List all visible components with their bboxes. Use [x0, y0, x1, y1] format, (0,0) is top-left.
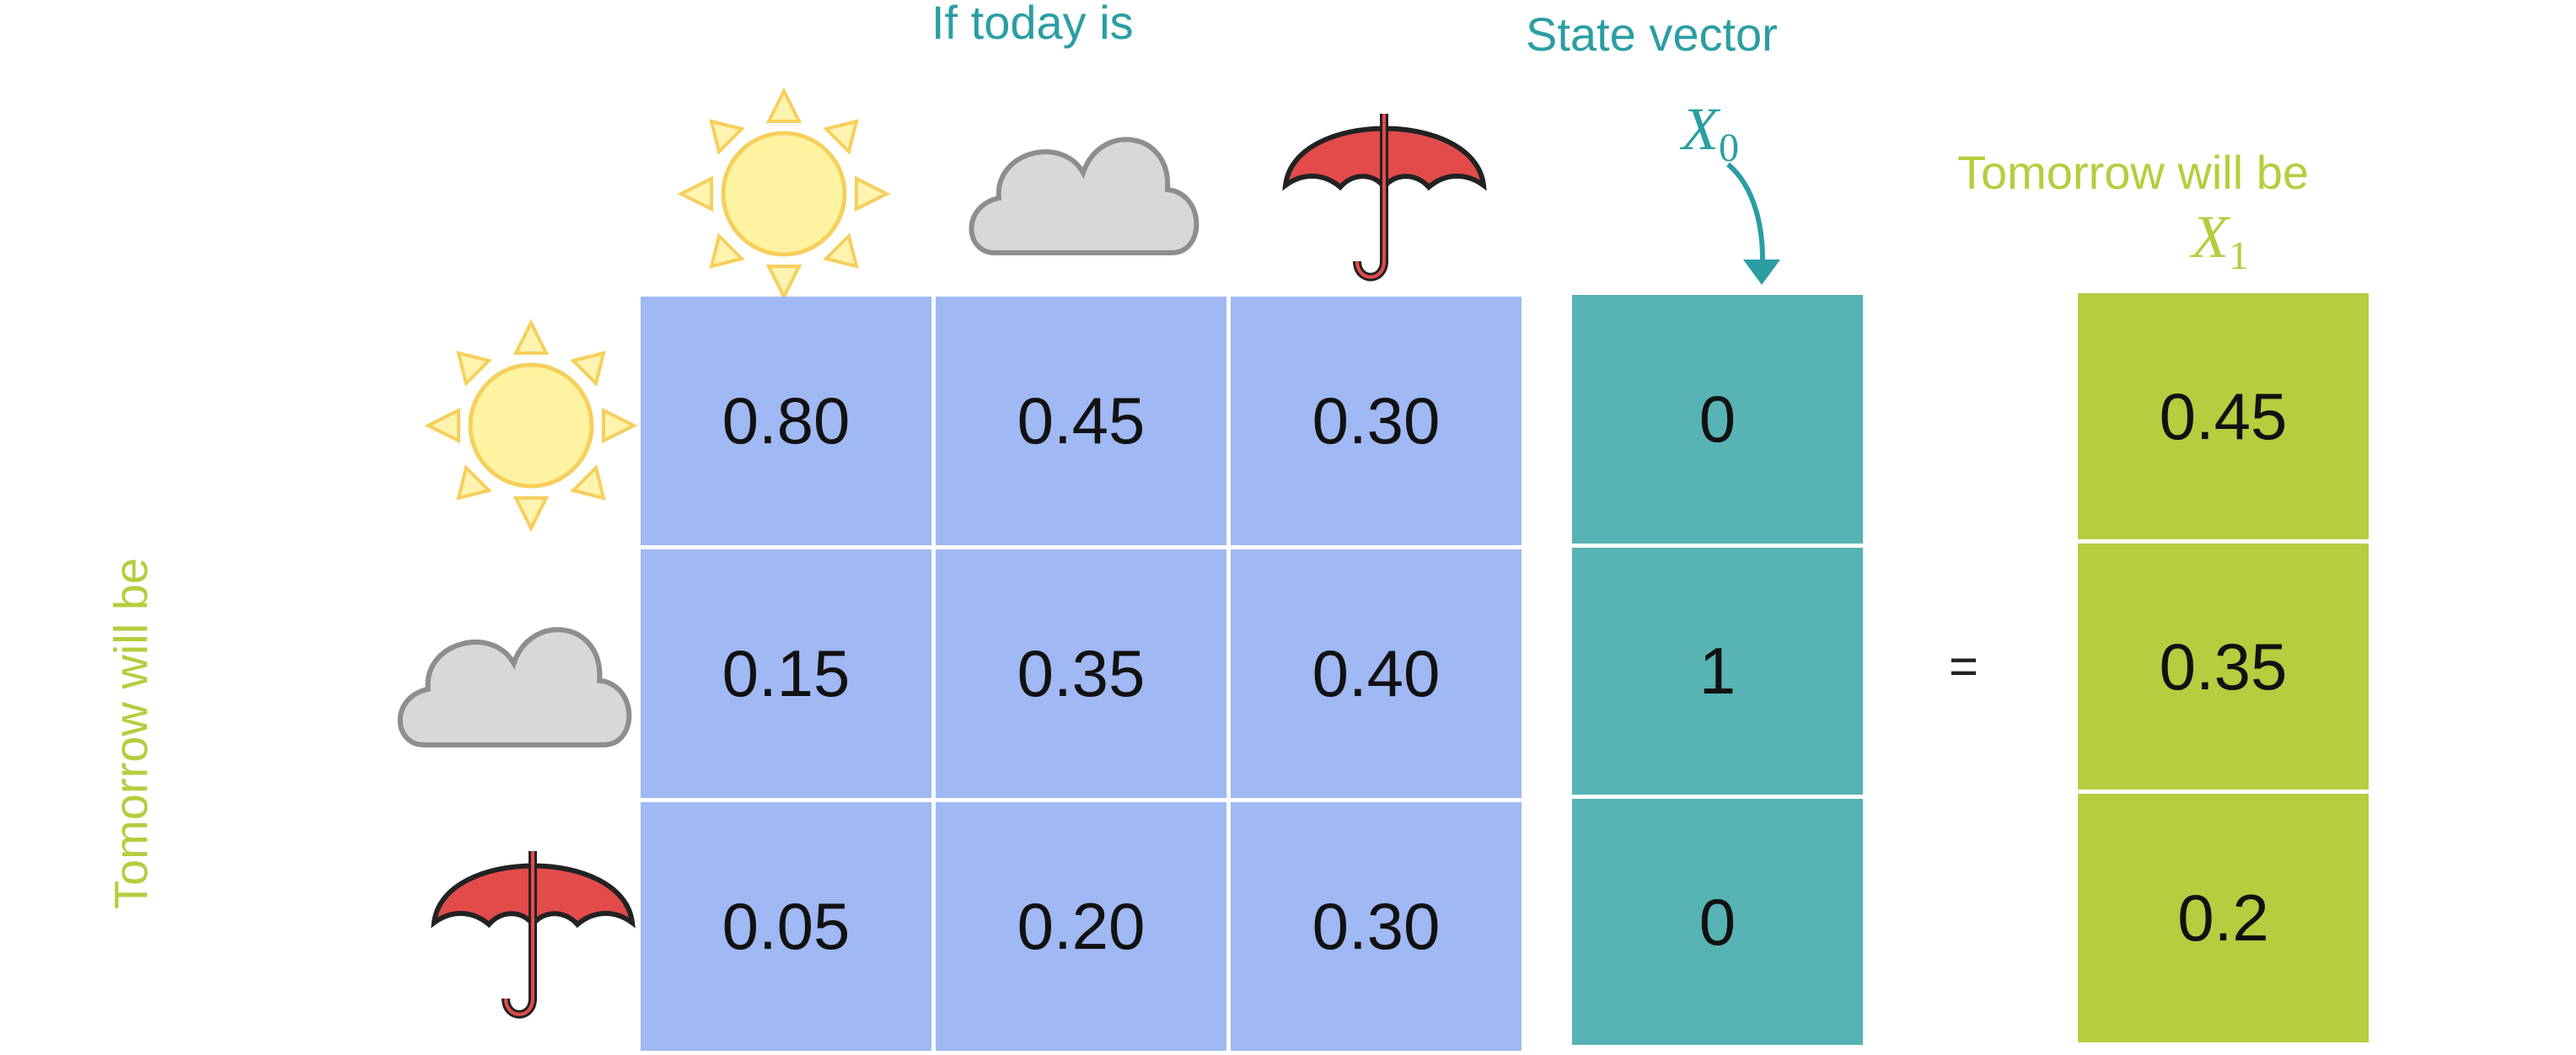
tomorrow-side-label: Tomorrow will be: [104, 558, 158, 909]
x1-sub: 1: [2228, 233, 2249, 278]
umbrella-icon: [431, 851, 636, 1019]
result-vector-cell: 0.35: [2078, 544, 2369, 790]
state-vector-cell: 0: [1572, 799, 1863, 1045]
equals-sign: =: [1949, 638, 1979, 694]
matrix-cell: 0.35: [936, 549, 1226, 798]
x0-sub: 0: [1718, 126, 1739, 170]
matrix-cell: 0.80: [641, 297, 931, 545]
matrix-cell: 0.05: [641, 802, 931, 1051]
sun-icon: [677, 87, 891, 301]
sun-icon: [424, 319, 638, 533]
x1-base: X: [2192, 203, 2229, 270]
state-vector-cell: 0: [1572, 295, 1863, 544]
x0-base: X: [1682, 95, 1719, 163]
cloud-icon: [397, 627, 632, 747]
umbrella-icon: [1282, 114, 1487, 281]
state-vector-cell: 1: [1572, 548, 1863, 795]
matrix-cell: 0.45: [936, 297, 1226, 545]
cloud-icon: [969, 137, 1199, 255]
x0-arrow: [1726, 162, 1780, 285]
matrix-cell: 0.30: [1231, 802, 1521, 1051]
result-vector-cell: 0.2: [2078, 794, 2369, 1042]
if-today-label: If today is: [931, 0, 1134, 49]
result-vector-cell: 0.45: [2078, 293, 2369, 539]
tomorrow-top-label: Tomorrow will be: [1957, 146, 2309, 199]
x1-label: X1: [2192, 202, 2249, 279]
matrix-cell: 0.15: [641, 549, 931, 798]
state-vector-label: State vector: [1526, 8, 1778, 61]
matrix-cell: 0.40: [1231, 549, 1521, 798]
x0-label: X0: [1682, 94, 1739, 171]
matrix-cell: 0.20: [936, 802, 1226, 1051]
matrix-cell: 0.30: [1231, 297, 1521, 545]
